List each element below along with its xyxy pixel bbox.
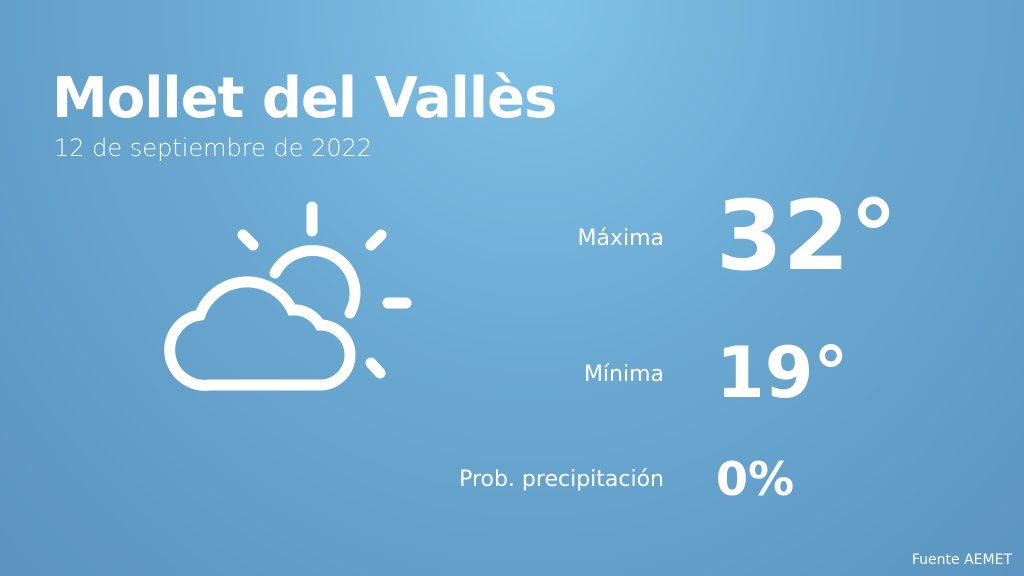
city-title: Mollet del Vallès [52,66,557,131]
min-label: Mínima [583,362,664,387]
date: 12 de septiembre de 2022 [54,134,373,162]
max-label: Máxima [577,226,664,251]
precip-label: Prob. precipitación [459,467,664,492]
min-value: 19° [716,332,849,414]
source: Fuente AEMET [911,552,1012,568]
precip-value: 0% [716,452,795,506]
partly-cloudy-icon [164,201,412,391]
max-value: 32° [716,180,898,292]
